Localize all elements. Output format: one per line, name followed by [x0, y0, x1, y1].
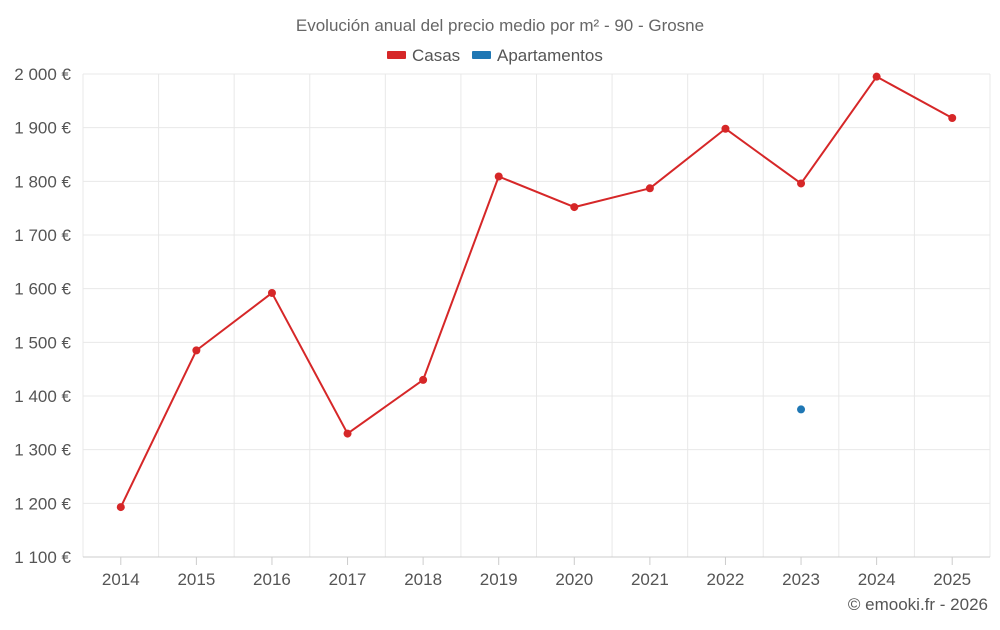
x-tick-label: 2017 — [329, 570, 367, 589]
x-tick-label: 2021 — [631, 570, 669, 589]
x-tick-label: 2018 — [404, 570, 442, 589]
y-tick-label: 1 700 € — [14, 226, 71, 245]
y-tick-label: 1 400 € — [14, 387, 71, 406]
data-point-casas[interactable] — [343, 429, 352, 438]
series-line-casas — [119, 75, 953, 508]
data-point-casas[interactable] — [419, 375, 428, 384]
series — [116, 72, 957, 512]
y-tick-label: 1 600 € — [14, 280, 71, 299]
data-point-casas[interactable] — [948, 114, 957, 123]
credit-text: © emooki.fr - 2026 — [848, 595, 988, 614]
legend-item-apartamentos[interactable]: Apartamentos — [472, 46, 603, 65]
data-point-apartamentos[interactable] — [797, 405, 806, 414]
data-point-casas[interactable] — [494, 172, 503, 181]
legend-swatch-casas — [387, 51, 406, 59]
legend-swatch-apartamentos — [472, 51, 491, 59]
x-tick-label: 2020 — [555, 570, 593, 589]
data-point-casas[interactable] — [872, 72, 881, 81]
chart-title: Evolución anual del precio medio por m² … — [296, 16, 704, 35]
grid — [82, 73, 991, 557]
x-tick-label: 2023 — [782, 570, 820, 589]
legend: Casas Apartamentos — [387, 46, 603, 65]
data-point-casas[interactable] — [797, 179, 806, 188]
data-point-casas[interactable] — [192, 346, 201, 355]
y-tick-label: 1 900 € — [14, 119, 71, 138]
y-tick-label: 1 300 € — [14, 441, 71, 460]
y-tick-label: 1 200 € — [14, 494, 71, 513]
y-tick-label: 1 100 € — [14, 548, 71, 567]
data-point-casas[interactable] — [645, 184, 654, 193]
y-tick-label: 2 000 € — [14, 65, 71, 84]
y-tick-label: 1 500 € — [14, 333, 71, 352]
axes: 1 100 € 1 200 € 1 300 € 1 400 € 1 500 € 1 600… — [14, 65, 990, 589]
x-tick-label: 2022 — [707, 570, 745, 589]
data-point-casas[interactable] — [267, 288, 276, 297]
x-tick-label: 2025 — [933, 570, 971, 589]
data-point-casas[interactable] — [116, 503, 125, 512]
x-tick-label: 2016 — [253, 570, 291, 589]
x-tick-label: 2014 — [102, 570, 140, 589]
x-tick-label: 2019 — [480, 570, 518, 589]
x-tick-label: 2015 — [177, 570, 215, 589]
legend-label-casas: Casas — [412, 46, 460, 65]
x-tick-label: 2024 — [858, 570, 896, 589]
legend-item-casas[interactable]: Casas — [387, 46, 460, 65]
y-tick-label: 1 800 € — [14, 172, 71, 191]
legend-label-apartamentos: Apartamentos — [497, 46, 603, 65]
data-point-casas[interactable] — [570, 203, 579, 212]
data-point-casas[interactable] — [721, 124, 730, 133]
